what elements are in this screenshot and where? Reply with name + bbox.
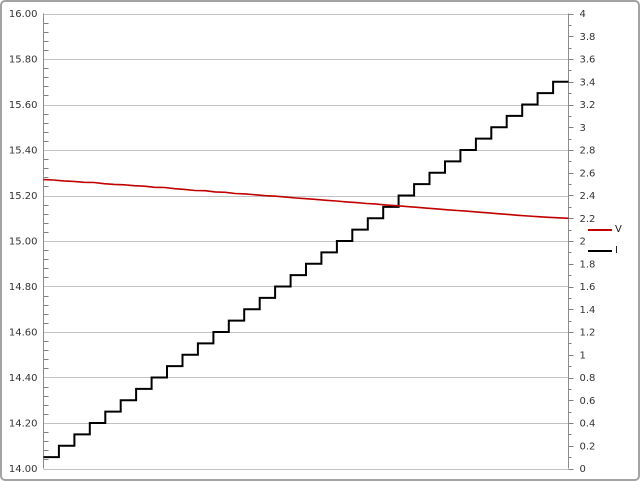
right-axis-tick-label: 2.8 [580, 146, 596, 157]
legend-item-i: I [588, 245, 622, 257]
right-axis-tick-label: 2 [580, 237, 586, 248]
right-axis-tick-label: 2.2 [580, 214, 596, 225]
left-axis-tick-label: 14.00 [9, 464, 38, 475]
right-axis-tick-label: 4 [580, 9, 586, 20]
left-axis-tick-label: 15.00 [9, 237, 38, 248]
legend-item-v: V [588, 224, 622, 236]
left-axis-tick-label: 14.60 [9, 328, 38, 339]
right-axis-tick-label: 0.8 [580, 373, 596, 384]
left-axis-tick-label: 15.60 [9, 100, 38, 111]
left-axis-tick-label: 15.80 [9, 55, 38, 66]
right-axis-tick-label: 2.4 [580, 191, 596, 202]
right-axis-tick-label: 3.6 [580, 55, 596, 66]
v-series-line [43, 178, 569, 220]
legend: V I [588, 224, 622, 257]
right-axis-tick-label: 1.2 [580, 328, 596, 339]
right-axis-tick-label: 1.6 [580, 282, 596, 293]
v-series-swatch [588, 229, 612, 231]
left-axis-tick-label: 15.40 [9, 146, 38, 157]
right-axis-tick-label: 3 [580, 123, 586, 134]
right-axis-tick-label: 1 [580, 350, 586, 361]
legend-label-i: I [615, 245, 618, 256]
left-axis-tick-label: 15.20 [9, 191, 38, 202]
left-axis-tick-label: 14.40 [9, 373, 38, 384]
left-axis-tick-label: 14.80 [9, 282, 38, 293]
right-axis-tick-label: 0 [580, 464, 586, 475]
right-axis-tick-label: 1.4 [580, 305, 596, 316]
left-axis-tick-label: 14.20 [9, 419, 38, 430]
right-axis-tick-label: 3.4 [580, 77, 596, 88]
right-axis-tick-label: 1.8 [580, 259, 596, 270]
right-axis-tick-label: 3.2 [580, 100, 596, 111]
i-series-line [43, 80, 569, 459]
right-axis-tick-label: 0.4 [580, 419, 596, 430]
i-series-swatch [588, 250, 612, 252]
right-axis-tick-label: 0.2 [580, 441, 596, 452]
left-axis-tick-label: 16.00 [9, 9, 38, 20]
right-axis-tick-label: 0.6 [580, 396, 596, 407]
right-axis-tick-label: 2.6 [580, 168, 596, 179]
legend-label-v: V [615, 224, 622, 235]
right-axis-tick-label: 3.8 [580, 32, 596, 43]
